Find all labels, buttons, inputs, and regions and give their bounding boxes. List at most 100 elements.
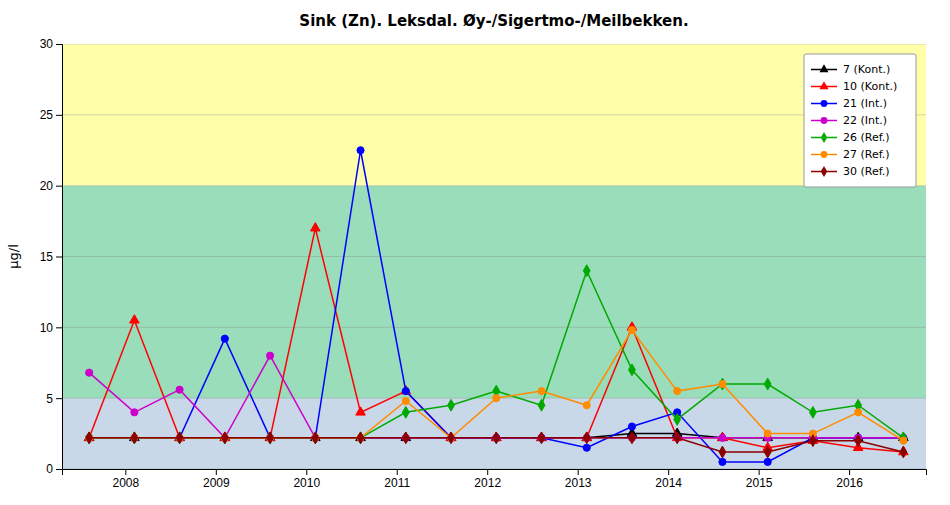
- tick-mark: [216, 469, 217, 475]
- tick-label: 15: [40, 250, 54, 264]
- point: [764, 430, 771, 437]
- point: [538, 432, 545, 444]
- tick-label: 2014: [655, 476, 682, 490]
- tick: 2014: [655, 469, 682, 490]
- point: [86, 369, 93, 376]
- series: [86, 352, 907, 441]
- legend-box: [804, 54, 916, 187]
- series: [86, 265, 907, 444]
- legend-label: 7 (Kont.): [843, 63, 890, 76]
- tick-mark: [56, 115, 62, 116]
- tick-mark: [56, 257, 62, 258]
- series-line: [89, 271, 903, 438]
- title: Sink (Zn). Leksdal. Øy-/Sigertmo-/Meilbe…: [299, 12, 688, 30]
- point: [131, 432, 138, 444]
- point: [493, 432, 500, 444]
- point: [221, 432, 228, 444]
- zone: [62, 44, 926, 186]
- point: [855, 435, 862, 447]
- point: [402, 397, 409, 404]
- tick-label: 2011: [384, 476, 410, 490]
- tick: 2016: [836, 469, 863, 490]
- legend: 7 (Kont.)10 (Kont.)21 (Int.)22 (Int.)26 …: [804, 54, 916, 187]
- legend-label: 26 (Ref.): [843, 131, 890, 144]
- tick: 5: [46, 392, 62, 406]
- series: [84, 223, 908, 455]
- point: [810, 406, 817, 418]
- legend-marker: [819, 64, 828, 72]
- grid-line: [62, 327, 926, 328]
- tick-mark: [56, 44, 62, 45]
- tick-label: 5: [46, 392, 53, 406]
- point: [312, 432, 319, 444]
- legend-item: 22 (Int.): [811, 114, 887, 127]
- tick-label: 30: [40, 37, 54, 51]
- legend-marker: [821, 117, 828, 124]
- point: [719, 458, 726, 465]
- tick-label: 2008: [112, 476, 139, 490]
- point: [629, 364, 636, 376]
- legend-label: 22 (Int.): [843, 114, 887, 127]
- series-line: [89, 356, 903, 438]
- tick: 10: [40, 321, 62, 335]
- point: [538, 399, 545, 411]
- series-line: [89, 330, 903, 441]
- legend-item: 7 (Kont.): [811, 63, 890, 76]
- tick-mark: [125, 469, 126, 475]
- point: [900, 437, 907, 444]
- point: [221, 432, 228, 444]
- tick-label: 2016: [836, 476, 863, 490]
- tick-mark: [306, 469, 307, 475]
- legend-item: 10 (Kont.): [811, 80, 897, 93]
- legend-label: 30 (Ref.): [843, 165, 890, 178]
- y-axis-title: µg/l: [6, 244, 21, 269]
- tick-mark: [56, 469, 62, 470]
- tick-mark: [759, 469, 760, 475]
- tick: 15: [40, 250, 62, 264]
- axis-line: [56, 45, 63, 470]
- tick-mark: [56, 186, 62, 187]
- point: [628, 423, 635, 430]
- point: [718, 432, 728, 440]
- tick-mark: [56, 398, 62, 399]
- point: [855, 409, 862, 416]
- tick: 25: [40, 108, 62, 122]
- point: [719, 434, 726, 441]
- point: [357, 147, 364, 154]
- tick: 20: [40, 179, 62, 193]
- series: [86, 147, 907, 466]
- legend-marker: [821, 151, 828, 158]
- plot-area: [62, 44, 926, 469]
- tick: 0: [46, 462, 62, 476]
- grid-line: [62, 185, 926, 186]
- legend-marker: [821, 132, 827, 143]
- point: [130, 315, 140, 323]
- point: [311, 223, 321, 231]
- point: [402, 432, 409, 444]
- tick-label: 2015: [746, 476, 773, 490]
- tick-label: 2009: [203, 476, 230, 490]
- point: [267, 352, 274, 359]
- point: [674, 388, 681, 395]
- tick-label: 25: [40, 108, 54, 122]
- tick-label: 20: [40, 179, 54, 193]
- point: [764, 446, 771, 458]
- grid-line: [62, 44, 926, 45]
- tick: 2009: [203, 469, 230, 490]
- point: [628, 327, 635, 334]
- point: [86, 432, 93, 444]
- point: [312, 432, 319, 444]
- legend-item: 30 (Ref.): [811, 165, 890, 178]
- point: [629, 432, 636, 444]
- point: [583, 402, 590, 409]
- y-axis: 0 5 10 15 20 25 30: [40, 37, 63, 476]
- point: [538, 388, 545, 395]
- legend-item: 26 (Ref.): [811, 131, 890, 144]
- grid-line: [62, 114, 926, 115]
- tick-mark: [578, 469, 579, 475]
- plot: 2008200920102011201220132014201520160510…: [40, 37, 927, 489]
- tick-mark: [668, 469, 669, 475]
- grid-line: [62, 469, 926, 470]
- tick: 30: [40, 37, 62, 51]
- tick-label: 0: [46, 462, 53, 476]
